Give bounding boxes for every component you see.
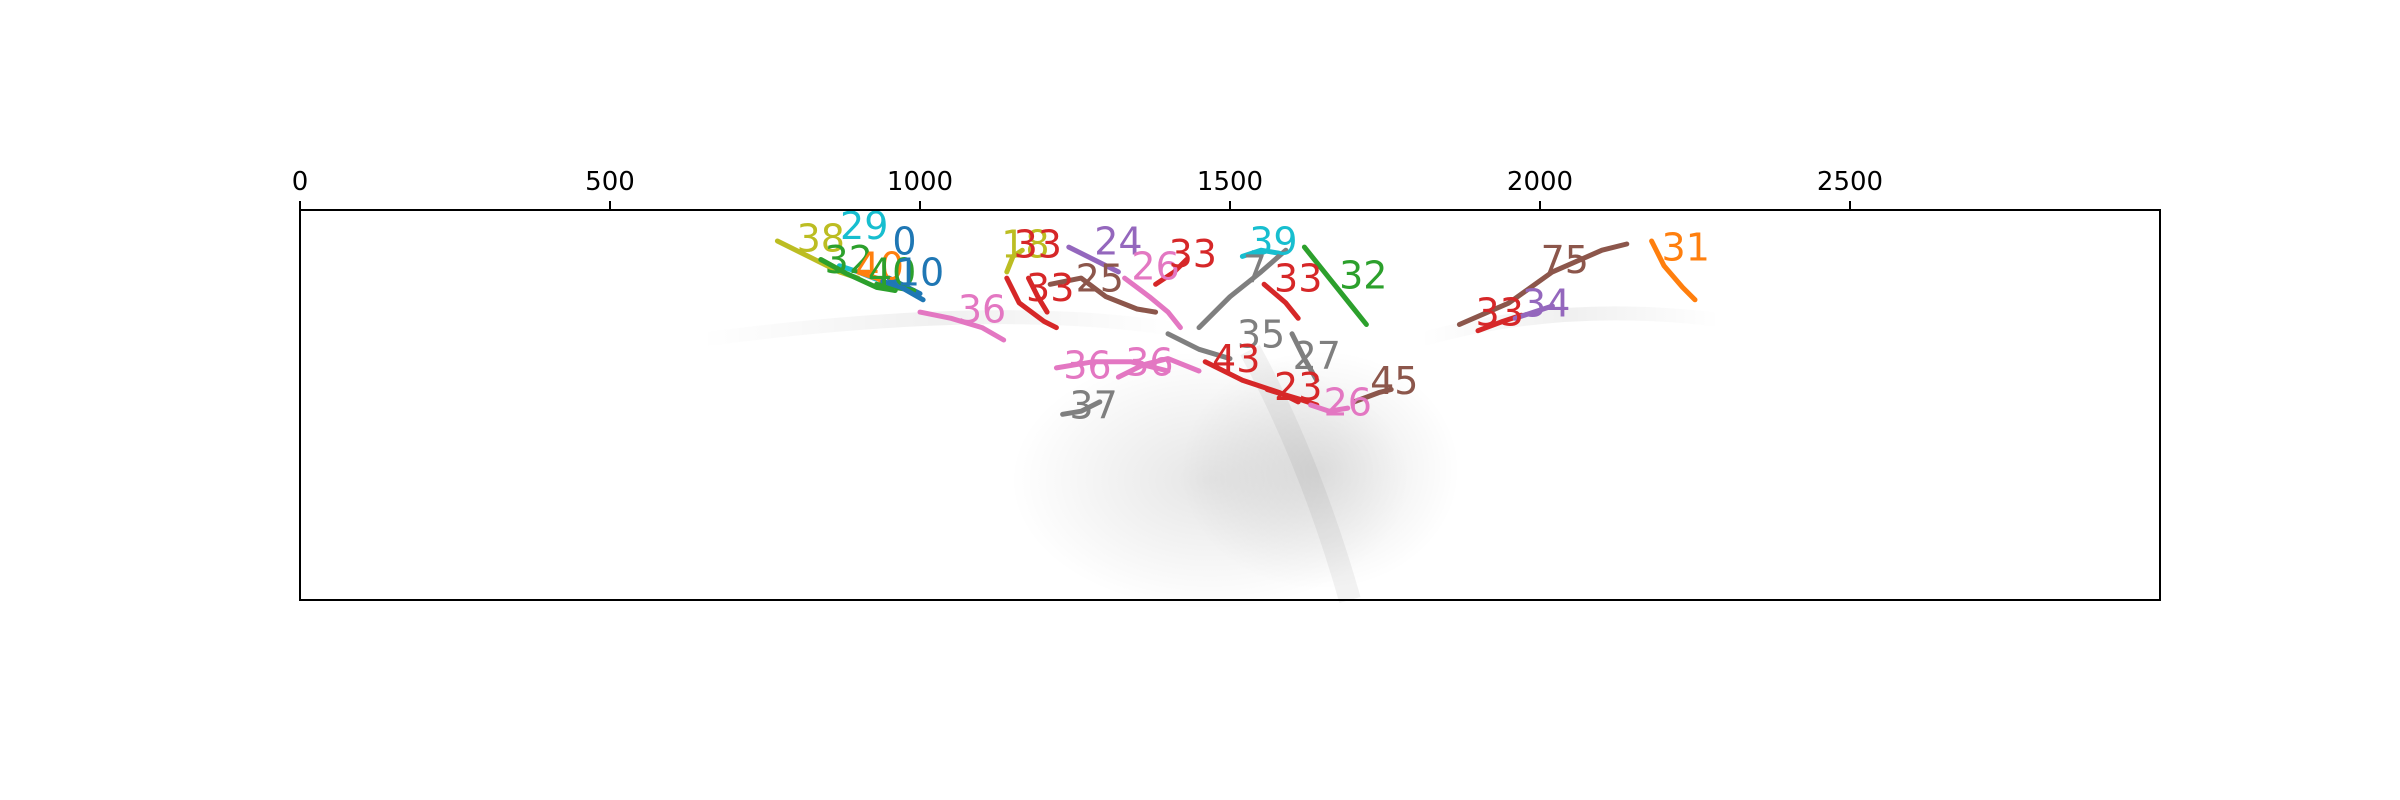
series-curve xyxy=(1153,257,1190,287)
series-label: 24 xyxy=(1094,220,1142,264)
series-label: 29 xyxy=(840,204,888,248)
series-label: 39 xyxy=(1249,220,1297,264)
series-label: 43 xyxy=(1212,337,1260,381)
series-label: 26 xyxy=(1131,244,1179,288)
series-label: 40 xyxy=(856,244,904,288)
series-curve xyxy=(1512,303,1555,321)
x-tick-label: 1000 xyxy=(887,167,953,197)
series-curve xyxy=(1649,238,1698,303)
series-label: 35 xyxy=(1237,312,1285,356)
series-label: 0 xyxy=(892,220,916,264)
series-label: 40 xyxy=(868,251,916,295)
series-label: 7 xyxy=(1243,247,1267,291)
density-streak-left xyxy=(699,310,1182,347)
series-label: 25 xyxy=(1076,257,1124,301)
series-curve xyxy=(1456,241,1630,327)
series-curve xyxy=(1066,244,1121,275)
series-curve xyxy=(1351,387,1394,405)
series-curve xyxy=(1115,356,1202,380)
series-curve xyxy=(1289,331,1320,383)
series-curve xyxy=(818,257,898,293)
series-label: 38 xyxy=(797,217,845,261)
series-label: 33 xyxy=(1026,266,1074,310)
series-label: 34 xyxy=(1522,282,1570,326)
series-label: 33 xyxy=(1476,291,1524,335)
series-label: 23 xyxy=(1274,365,1322,409)
series-label: 27 xyxy=(1293,334,1341,378)
series-label: 32 xyxy=(1339,254,1387,298)
series-curve xyxy=(1196,247,1289,331)
series-label: 33 xyxy=(1274,257,1322,301)
series-label: 37 xyxy=(1069,384,1117,428)
series-curve xyxy=(1261,281,1301,321)
series-curve xyxy=(1004,275,1059,331)
series-label: 36 xyxy=(958,288,1006,332)
series-curve xyxy=(1060,399,1103,417)
series-label: 32 xyxy=(825,238,873,282)
series-label: 10 xyxy=(896,251,944,295)
series-label: 33 xyxy=(1014,223,1062,267)
series-curve xyxy=(1301,244,1369,327)
x-tick-label: 2000 xyxy=(1507,167,1573,197)
series-curve xyxy=(1165,331,1233,362)
series-curve xyxy=(917,309,1007,343)
series-label: 75 xyxy=(1541,238,1589,282)
series-curve xyxy=(880,278,926,303)
series-curve xyxy=(1053,359,1171,374)
density-haze-right xyxy=(1180,350,1460,590)
series-curve xyxy=(1047,275,1159,315)
density-background xyxy=(699,306,1721,610)
series-label: 31 xyxy=(1662,226,1710,270)
x-tick-label: 1500 xyxy=(1197,167,1263,197)
series-curve xyxy=(1122,275,1183,331)
series-label: 45 xyxy=(1370,359,1418,403)
series-label: 18 xyxy=(1001,223,1049,267)
series-label: 36 xyxy=(1063,343,1111,387)
series-label: 33 xyxy=(1169,232,1217,276)
series-label: 26 xyxy=(1324,381,1372,425)
density-streak-vertical xyxy=(1240,344,1361,604)
series-curve xyxy=(1004,247,1025,275)
x-tick-label: 500 xyxy=(585,167,635,197)
x-tick-label: 2500 xyxy=(1817,167,1883,197)
series-curves xyxy=(774,238,1698,417)
series-curve xyxy=(1239,247,1283,259)
series-curve xyxy=(1308,402,1351,414)
x-tick-label: 0 xyxy=(292,167,309,197)
x-axis-ticks: 0 500 1000 1500 2000 2500 xyxy=(292,167,1883,210)
density-streak-right xyxy=(1418,306,1721,347)
series-label: 36 xyxy=(1125,340,1173,384)
series-curve xyxy=(1026,275,1050,315)
